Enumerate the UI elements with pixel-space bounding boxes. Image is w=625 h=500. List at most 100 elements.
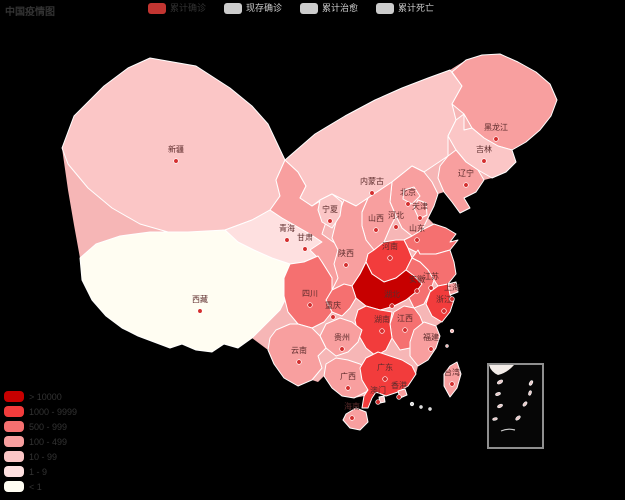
province-marker-xinjiang <box>173 158 179 164</box>
province-ningxia[interactable] <box>317 193 343 229</box>
legend-item-label: 累计治愈 <box>322 3 359 13</box>
visualmap-swatch <box>4 451 24 462</box>
province-marker-neimenggu <box>369 190 375 196</box>
province-label-zhejiang: 浙江 <box>436 294 452 304</box>
visualmap-piece-3[interactable]: 100 - 499 <box>4 436 77 447</box>
visualmap-piece-label: < 1 <box>29 481 42 492</box>
province-marker-gansu <box>302 246 308 252</box>
province-marker-taiwan <box>449 381 455 387</box>
visualmap-swatch <box>4 421 24 432</box>
visualmap-piece-label: 100 - 499 <box>29 436 68 447</box>
province-marker-guangxi <box>345 385 351 391</box>
legend-item-1[interactable]: 现存确诊 <box>224 3 282 14</box>
visualmap-piece-2[interactable]: 500 - 999 <box>4 421 77 432</box>
province-marker-henan <box>387 255 393 261</box>
visualmap-piece-label: 1 - 9 <box>29 466 48 477</box>
province-label-hunan: 湖南 <box>374 314 390 324</box>
province-label-guizhou: 贵州 <box>334 332 350 342</box>
province-label-taiwan: 台湾 <box>444 367 460 377</box>
south-china-sea-inset <box>487 363 544 449</box>
series-legend: 累计确诊 现存确诊 累计治愈 累计死亡 <box>148 3 434 14</box>
province-marker-guizhou <box>339 346 345 352</box>
province-marker-hebei <box>393 224 399 230</box>
province-label-ningxia: 宁夏 <box>322 204 338 214</box>
province-sichuan[interactable] <box>283 255 333 329</box>
province-label-jiangxi: 江西 <box>397 314 413 323</box>
province-label-aomen: 澳门 <box>370 385 386 395</box>
province-layer <box>61 53 558 431</box>
visualmap-piece-label: 10 - 99 <box>29 451 58 462</box>
province-hainan[interactable] <box>342 407 369 431</box>
province-label-xinjiang: 新疆 <box>168 144 184 154</box>
province-marker-heilongjiang <box>493 136 499 142</box>
province-tianjin[interactable] <box>413 199 428 220</box>
province-guangdong[interactable] <box>359 351 417 409</box>
province-label-henan: 河南 <box>382 241 398 251</box>
province-marker-xizang <box>197 308 203 314</box>
province-label-hubei: 湖北 <box>384 290 400 299</box>
province-fujian[interactable] <box>409 321 441 367</box>
legend-item-3[interactable]: 累计死亡 <box>376 3 434 14</box>
province-label-jiangsu: 江苏 <box>423 271 439 281</box>
province-marker-jiangsu <box>428 285 434 291</box>
province-label-yunnan: 云南 <box>291 345 307 355</box>
province-marker-fujian <box>428 346 434 352</box>
province-marker-tianjin <box>417 215 423 221</box>
province-marker-jiangxi <box>402 327 408 333</box>
visualmap-piece-4[interactable]: 10 - 99 <box>4 451 77 462</box>
province-label-guangdong: 广东 <box>377 362 393 372</box>
province-label-jilin: 吉林 <box>476 144 492 154</box>
province-zhejiang[interactable] <box>425 283 455 323</box>
province-marker-aomen <box>375 399 381 405</box>
legend-swatch <box>376 3 395 14</box>
province-marker-hainan <box>349 415 355 421</box>
province-marker-zhejiang <box>441 308 447 314</box>
province-label-fujian: 福建 <box>423 332 439 342</box>
inset-coastline <box>489 365 514 375</box>
province-label-chongqing: 重庆 <box>325 300 341 310</box>
province-label-sichuan: 四川 <box>302 289 318 298</box>
visualmap-swatch <box>4 436 24 447</box>
visualmap-swatch <box>4 466 24 477</box>
province-jilin[interactable] <box>447 113 517 179</box>
visualmap-piece-5[interactable]: 1 - 9 <box>4 466 77 477</box>
province-label-beijing: 北京 <box>400 187 416 197</box>
visualmap-swatch <box>4 391 24 402</box>
legend-swatch <box>300 3 319 14</box>
province-label-heilongjiang: 黑龙江 <box>484 122 508 132</box>
province-liaoning[interactable] <box>437 149 485 214</box>
province-label-xianggang: 香港 <box>391 380 407 390</box>
province-marker-liaoning <box>463 182 469 188</box>
province-label-neimenggu: 内蒙古 <box>360 176 384 186</box>
legend-swatch <box>148 3 166 14</box>
inset-border <box>487 363 544 449</box>
visualmap-piece-0[interactable]: > 10000 <box>4 391 77 402</box>
province-label-qinghai: 青海 <box>279 223 295 233</box>
legend-item-label: 累计死亡 <box>398 3 435 13</box>
province-beijing[interactable] <box>402 186 421 205</box>
province-label-xizang: 西藏 <box>192 294 208 304</box>
province-yunnan[interactable] <box>267 323 327 387</box>
province-marker-xianggang <box>396 394 402 400</box>
visualmap-piece-label: 1000 - 9999 <box>29 406 78 417</box>
province-marker-chongqing <box>330 314 336 320</box>
visualmap-swatch <box>4 406 24 417</box>
province-marker-shaanxi <box>343 262 349 268</box>
province-marker-sichuan <box>307 302 313 308</box>
visualmap-piece-label: 500 - 999 <box>29 421 68 432</box>
province-label-tianjin: 天津 <box>412 201 428 211</box>
visualmap-piece-1[interactable]: 1000 - 9999 <box>4 406 77 417</box>
province-marker-shanghai <box>449 296 455 302</box>
inset-islands <box>492 379 534 432</box>
province-marker-qinghai <box>284 237 290 243</box>
legend-item-2[interactable]: 累计治愈 <box>300 3 358 14</box>
province-marker-shanxi <box>373 227 379 233</box>
legend-item-0[interactable]: 累计确诊 <box>148 3 206 14</box>
province-marker-guangdong <box>382 376 388 382</box>
visualmap-piece-6[interactable]: < 1 <box>4 481 77 492</box>
province-label-anhui: 安徽 <box>409 274 425 284</box>
province-taiwan[interactable] <box>443 361 462 398</box>
